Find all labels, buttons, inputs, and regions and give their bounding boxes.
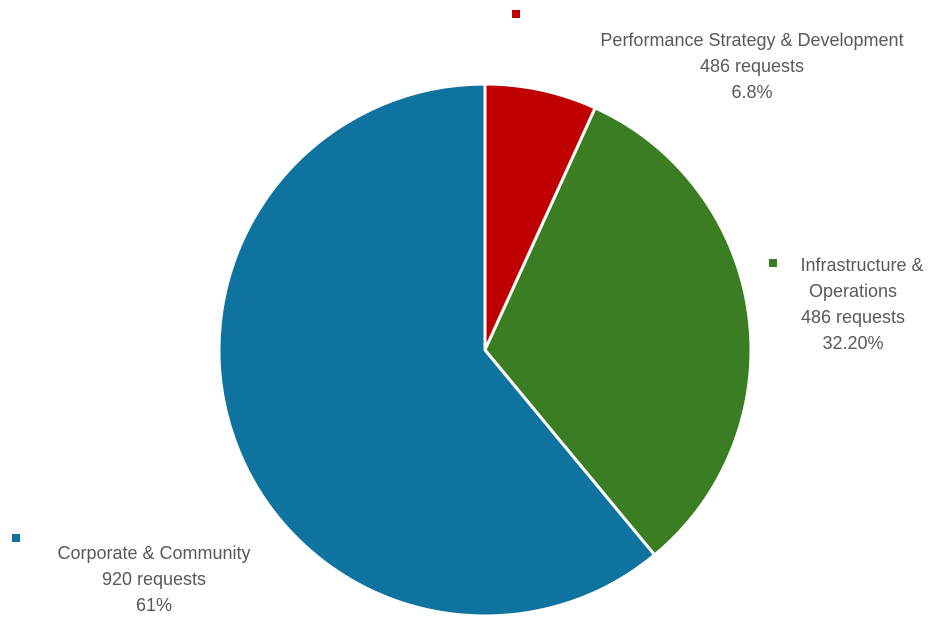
infrastructure-name-line2: Operations [808,281,898,301]
performance-count: 486 requests [699,56,805,76]
infrastructure-label-swatch [769,259,777,267]
performance-data-label: Performance Strategy & Development 486 r… [570,27,934,105]
infrastructure-percent: 32.20% [822,333,884,353]
corporate-count: 920 requests [101,569,207,589]
corporate-data-label: Corporate & Community 920 requests 61% [28,540,280,618]
performance-percent: 6.8% [731,82,773,102]
corporate-percent: 61% [135,595,173,615]
performance-label-swatch [512,10,520,18]
infrastructure-count: 486 requests [800,307,906,327]
pie-slice-performance [483,82,597,352]
infrastructure-name-line1: Infrastructure & [800,255,924,275]
pie-slice-infrastructure [483,106,753,557]
performance-name: Performance Strategy & Development [600,30,904,50]
corporate-label-swatch [12,534,20,542]
corporate-name: Corporate & Community [57,543,251,563]
infrastructure-data-label: Infrastructure & Operations 486 requests… [770,252,936,356]
pie-slice-corporate [217,82,657,617]
